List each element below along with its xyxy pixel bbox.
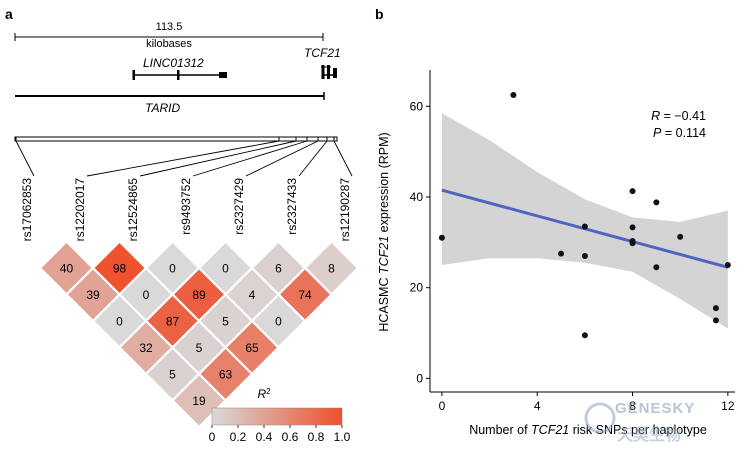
ld-cell-value: 0 <box>222 262 229 276</box>
data-point <box>581 223 588 230</box>
ld-cell-value: 39 <box>86 288 100 302</box>
snp-connector <box>139 140 297 177</box>
colorbar-gradient <box>211 407 343 426</box>
ld-cell-value: 5 <box>222 315 229 329</box>
gene-linc01312-label: LINC01312 <box>143 56 204 70</box>
ld-cell-value: 87 <box>166 315 180 329</box>
snp-connector <box>192 140 308 177</box>
ld-cell-value: 63 <box>219 368 233 382</box>
y-tick-label: 0 <box>416 371 423 385</box>
watermark-chinese: 天昊生物 <box>617 425 681 444</box>
ld-cell-value: 8 <box>328 262 335 276</box>
snp-connector <box>15 140 35 177</box>
ld-cell-value: 0 <box>116 315 123 329</box>
data-point <box>581 252 588 259</box>
watermark-brand: GENESKY <box>615 400 695 417</box>
snp-label: rs12190287 <box>338 178 352 242</box>
scale-unit: kilobases <box>146 38 192 50</box>
watermark-logo: GENESKY 天昊生物 <box>584 400 695 444</box>
scale-bar: 113.5 kilobases <box>14 21 324 50</box>
scale-value: 113.5 <box>156 21 183 33</box>
ld-cell-value: 40 <box>60 262 74 276</box>
panel-a-label: a <box>5 6 13 22</box>
ld-cell-value: 74 <box>298 288 312 302</box>
data-point <box>581 332 588 339</box>
correlation-p: P = 0.114 <box>653 126 706 140</box>
colorbar-tick-label: 0.6 <box>282 430 299 444</box>
ld-cell-value: 32 <box>139 341 153 355</box>
colorbar-tick-label: 0 <box>209 430 216 444</box>
snp-label: rs17062853 <box>20 178 34 242</box>
data-point <box>653 264 660 271</box>
data-point <box>724 262 731 269</box>
snp-label: rs2327433 <box>285 178 299 235</box>
gene-track: LINC01312 TCF21 TARID <box>15 46 341 115</box>
colorbar: R2 0 0.2 0.4 0.6 0.8 1.0 <box>209 387 351 445</box>
colorbar-tick-label: 1.0 <box>334 430 351 444</box>
x-tick-label: 8 <box>629 399 636 413</box>
snp-position-track <box>14 136 353 177</box>
ld-cell-value: 0 <box>275 315 282 329</box>
panel-b-label: b <box>375 6 384 22</box>
data-point <box>510 91 517 98</box>
data-point <box>558 250 565 257</box>
correlation-r: R = −0.41 <box>651 109 706 123</box>
confidence-band <box>441 113 728 329</box>
data-point <box>629 224 636 231</box>
data-point <box>712 317 719 324</box>
ld-heatmap: 40 98 0 0 6 8 39 0 89 4 74 0 87 5 0 32 5 65 5 63 19 <box>38 239 360 429</box>
x-tick-label: 4 <box>534 399 541 413</box>
data-point <box>438 234 445 241</box>
x-axis-label: Number of TCF21 risk SNPs per haplotype <box>469 423 707 437</box>
colorbar-tick-label: 0.8 <box>308 430 325 444</box>
snp-label: rs2327429 <box>232 178 246 235</box>
colorbar-title: R2 <box>257 387 271 402</box>
data-point <box>629 188 636 195</box>
snp-label: rs9493752 <box>179 178 193 235</box>
snp-connector <box>333 140 353 177</box>
data-point <box>653 199 660 206</box>
ld-cell-value: 5 <box>196 341 203 355</box>
snp-label: rs12524865 <box>126 178 140 242</box>
gene-tarid-label: TARID <box>145 101 180 115</box>
ld-cell-value: 0 <box>143 288 150 302</box>
snp-connector <box>86 140 280 177</box>
ld-cell-value: 65 <box>245 341 259 355</box>
snp-connector <box>298 140 328 177</box>
ld-cell-value: 4 <box>249 288 256 302</box>
ld-cell-value: 98 <box>113 262 127 276</box>
ld-cell-value: 0 <box>169 262 176 276</box>
snp-labels: rs17062853 rs12202017 rs12524865 rs9493752 r… <box>20 178 352 242</box>
y-tick-label: 40 <box>410 190 424 204</box>
x-tick-label: 12 <box>721 399 735 413</box>
data-point <box>629 240 636 247</box>
gene-tcf21-label: TCF21 <box>304 46 341 60</box>
ld-cell-value: 19 <box>192 394 206 408</box>
data-point <box>712 305 719 312</box>
colorbar-tick-label: 0.2 <box>230 430 247 444</box>
y-axis-label: HCASMC TCF21 expression (RPM) <box>377 132 391 331</box>
colorbar-tick-label: 0.4 <box>256 430 273 444</box>
ld-cell-value: 89 <box>192 288 206 302</box>
logo-swirl-icon <box>584 402 616 434</box>
ld-cell-value: 6 <box>275 262 282 276</box>
snp-label: rs12202017 <box>73 178 87 242</box>
snp-connector <box>245 140 319 177</box>
data-point <box>677 233 684 240</box>
scatter-chart: 0 4 8 12 0 20 40 60 Number of TCF21 risk SNPs … <box>377 70 735 437</box>
x-tick-label: 0 <box>439 399 446 413</box>
y-tick-label: 60 <box>410 99 424 113</box>
ld-cell-value: 5 <box>169 368 176 382</box>
y-tick-label: 20 <box>410 281 424 295</box>
